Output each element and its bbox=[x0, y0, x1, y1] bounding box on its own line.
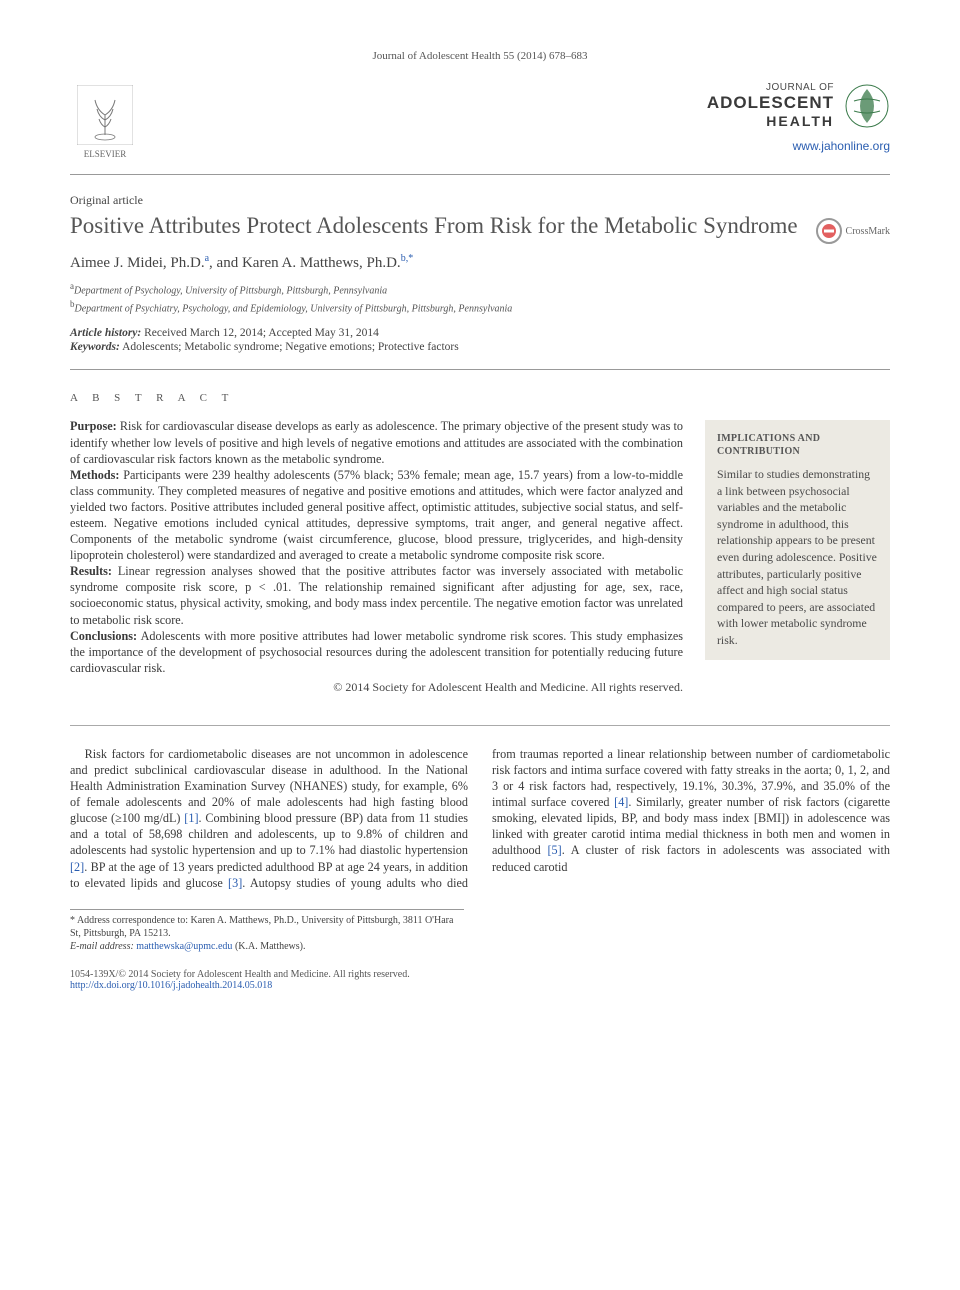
crossmark-icon bbox=[821, 223, 837, 239]
article-type: Original article bbox=[70, 193, 890, 208]
abstract-methods: Methods: Participants were 239 healthy a… bbox=[70, 467, 683, 564]
keywords-line: Keywords: Adolescents; Metabolic syndrom… bbox=[70, 341, 890, 353]
affiliations: aDepartment of Psychology, University of… bbox=[70, 280, 890, 316]
ref-link-3[interactable]: [3] bbox=[228, 876, 242, 890]
article-history: Article history: Received March 12, 2014… bbox=[70, 327, 890, 339]
ref-link-4[interactable]: [4] bbox=[614, 795, 628, 809]
doi-link[interactable]: http://dx.doi.org/10.1016/j.jadohealth.2… bbox=[70, 980, 272, 991]
journal-page: Journal of Adolescent Health 55 (2014) 6… bbox=[0, 0, 960, 1031]
footer-left: 1054-139X/© 2014 Society for Adolescent … bbox=[70, 969, 410, 991]
author-2: Karen A. Matthews, Ph.D. bbox=[242, 255, 401, 271]
journal-name-line3: HEALTH bbox=[707, 113, 834, 129]
author-1: Aimee J. Midei, Ph.D. bbox=[70, 255, 205, 271]
abstract-area: A B S T R A C T Purpose: Risk for cardio… bbox=[70, 392, 890, 695]
abstract-copyright: © 2014 Society for Adolescent Health and… bbox=[70, 680, 683, 695]
abstract-purpose: Purpose: Risk for cardiovascular disease… bbox=[70, 418, 683, 466]
abstract-main: A B S T R A C T Purpose: Risk for cardio… bbox=[70, 392, 683, 695]
crossmark-label: CrossMark bbox=[846, 226, 890, 237]
crossmark-badge[interactable]: CrossMark bbox=[816, 218, 890, 244]
publisher-name: ELSEVIER bbox=[84, 149, 127, 159]
abstract-conclusions: Conclusions: Adolescents with more posit… bbox=[70, 628, 683, 676]
body-paragraph-1: Risk factors for cardiometabolic disease… bbox=[70, 746, 890, 891]
journal-name-line1: JOURNAL OF bbox=[707, 82, 834, 93]
page-footer: 1054-139X/© 2014 Society for Adolescent … bbox=[70, 969, 890, 991]
ref-link-2[interactable]: [2] bbox=[70, 860, 84, 874]
journal-logo-icon bbox=[844, 83, 890, 129]
author-2-corr[interactable]: ,* bbox=[406, 253, 414, 264]
history-label: Article history: bbox=[70, 327, 141, 339]
footnotes: * Address correspondence to: Karen A. Ma… bbox=[70, 909, 464, 953]
divider-2 bbox=[70, 725, 890, 726]
implications-box: IMPLICATIONS AND CONTRIBUTION Similar to… bbox=[705, 420, 890, 660]
journal-url-link[interactable]: www.jahonline.org bbox=[793, 139, 890, 153]
implications-text: Similar to studies demonstrating a link … bbox=[717, 466, 878, 648]
corresponding-email: E-mail address: matthewska@upmc.edu (K.A… bbox=[70, 940, 464, 953]
body-columns: Risk factors for cardiometabolic disease… bbox=[70, 746, 890, 891]
ref-link-1[interactable]: [1] bbox=[184, 811, 198, 825]
keywords-label: Keywords: bbox=[70, 341, 120, 353]
authors-line: Aimee J. Midei, Ph.D.a, and Karen A. Mat… bbox=[70, 253, 890, 272]
title-row: Positive Attributes Protect Adolescents … bbox=[70, 212, 890, 253]
affiliation-b: bDepartment of Psychiatry, Psychology, a… bbox=[70, 298, 890, 316]
abstract-heading: A B S T R A C T bbox=[70, 392, 683, 404]
history-text: Received March 12, 2014; Accepted May 31… bbox=[144, 327, 379, 339]
ref-link-5[interactable]: [5] bbox=[547, 843, 561, 857]
abstract-results: Results: Linear regression analyses show… bbox=[70, 563, 683, 627]
journal-name-line2: ADOLESCENT bbox=[707, 93, 834, 113]
divider-1 bbox=[70, 369, 890, 370]
article-title: Positive Attributes Protect Adolescents … bbox=[70, 212, 804, 241]
keywords-text: Adolescents; Metabolic syndrome; Negativ… bbox=[122, 341, 459, 353]
affiliation-a: aDepartment of Psychology, University of… bbox=[70, 280, 890, 298]
author-1-aff[interactable]: a bbox=[205, 253, 209, 264]
email-link[interactable]: matthewska@upmc.edu bbox=[136, 941, 232, 952]
header-bar: ELSEVIER JOURNAL OF ADOLESCENT HEALTH ww… bbox=[70, 82, 890, 175]
running-head: Journal of Adolescent Health 55 (2014) 6… bbox=[70, 50, 890, 62]
publisher-logo: ELSEVIER bbox=[70, 82, 140, 162]
journal-block: JOURNAL OF ADOLESCENT HEALTH www.jahonli… bbox=[707, 82, 890, 153]
issn-copyright: 1054-139X/© 2014 Society for Adolescent … bbox=[70, 969, 410, 980]
implications-title: IMPLICATIONS AND CONTRIBUTION bbox=[717, 432, 878, 458]
corresponding-author: * Address correspondence to: Karen A. Ma… bbox=[70, 914, 464, 940]
elsevier-tree-icon bbox=[77, 85, 133, 145]
